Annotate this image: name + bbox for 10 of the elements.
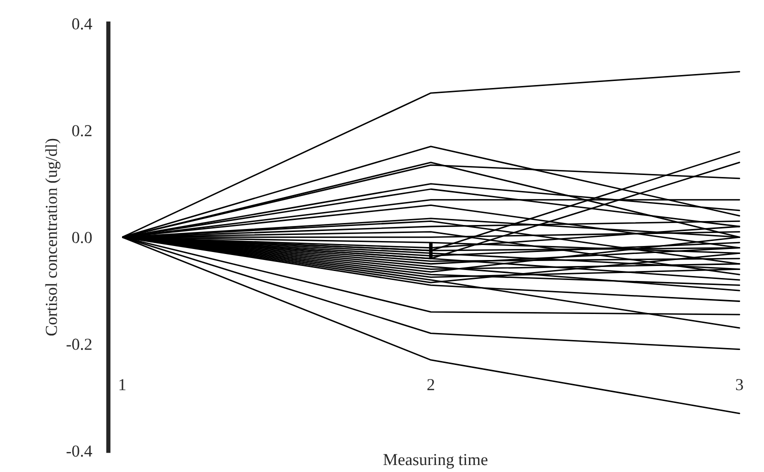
y-tick-label: -0.4 <box>66 445 92 457</box>
x-tick-label: 3 <box>736 379 743 390</box>
x-tick-label: 2 <box>427 379 434 390</box>
y-axis-title: Cortisol concentration (ug/dl) <box>45 138 60 336</box>
x-tick-label: 1 <box>120 379 126 390</box>
y-tick-label: 0.0 <box>72 232 92 244</box>
y-tick-label: 0.4 <box>72 18 92 30</box>
x-axis-title: Measuring time <box>383 454 488 469</box>
y-tick-label: -0.2 <box>66 338 92 350</box>
y-tick-label: 0.2 <box>72 125 92 136</box>
